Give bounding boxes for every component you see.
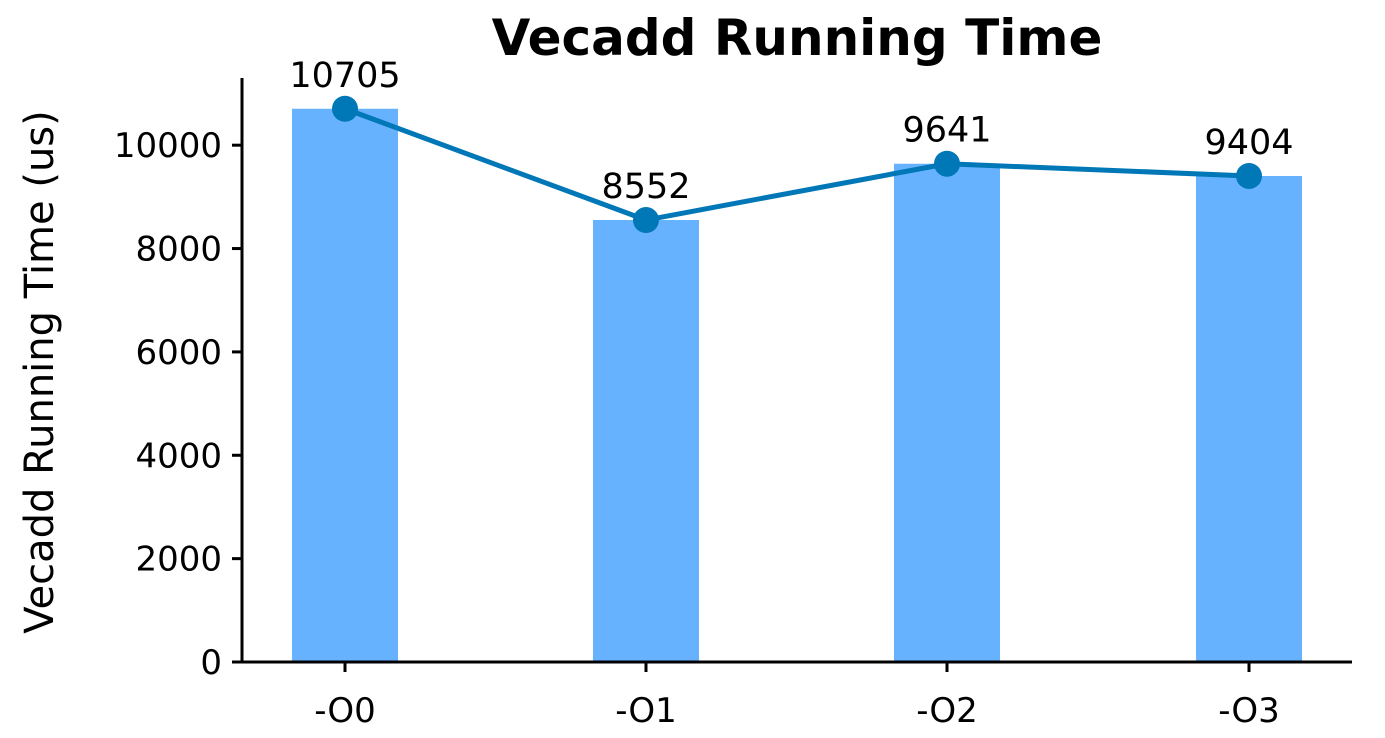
bar-o3 [1196, 175, 1302, 662]
chart-title: Vecadd Running Time [492, 9, 1103, 67]
data-label: 10705 [289, 56, 400, 96]
y-tick-label: 8000 [135, 230, 222, 270]
y-tick-label: 2000 [135, 540, 222, 580]
line-layer [332, 95, 1262, 234]
y-tick-label: 6000 [135, 333, 222, 373]
bar-o2 [894, 163, 1000, 662]
data-label: 8552 [601, 167, 690, 207]
x-tick-label: -O3 [1218, 691, 1280, 731]
bar-o0 [292, 108, 398, 663]
y-tick-label: 0 [200, 643, 222, 683]
line-marker [332, 95, 358, 122]
line-marker [934, 150, 960, 177]
line-marker [1236, 162, 1262, 189]
axes-layer [232, 78, 1352, 672]
y-tick-label: 10000 [114, 126, 222, 166]
x-tick-label: -O1 [615, 691, 677, 731]
labels-layer: 0 2000 4000 6000 8000 10000 -O0 -O1 -O2 -O3 10705 8… [114, 56, 1294, 731]
bars-layer [292, 108, 1302, 663]
data-label: 9404 [1204, 123, 1293, 163]
series-line [344, 106, 1250, 223]
y-axis-label: Vecadd Running Time (us) [17, 110, 63, 634]
data-label: 9641 [902, 111, 991, 151]
bar-o1 [593, 220, 699, 662]
line-marker [633, 207, 659, 234]
y-tick-label: 4000 [135, 436, 222, 476]
x-tick-label: -O2 [916, 691, 978, 731]
x-tick-label: -O0 [314, 691, 376, 731]
